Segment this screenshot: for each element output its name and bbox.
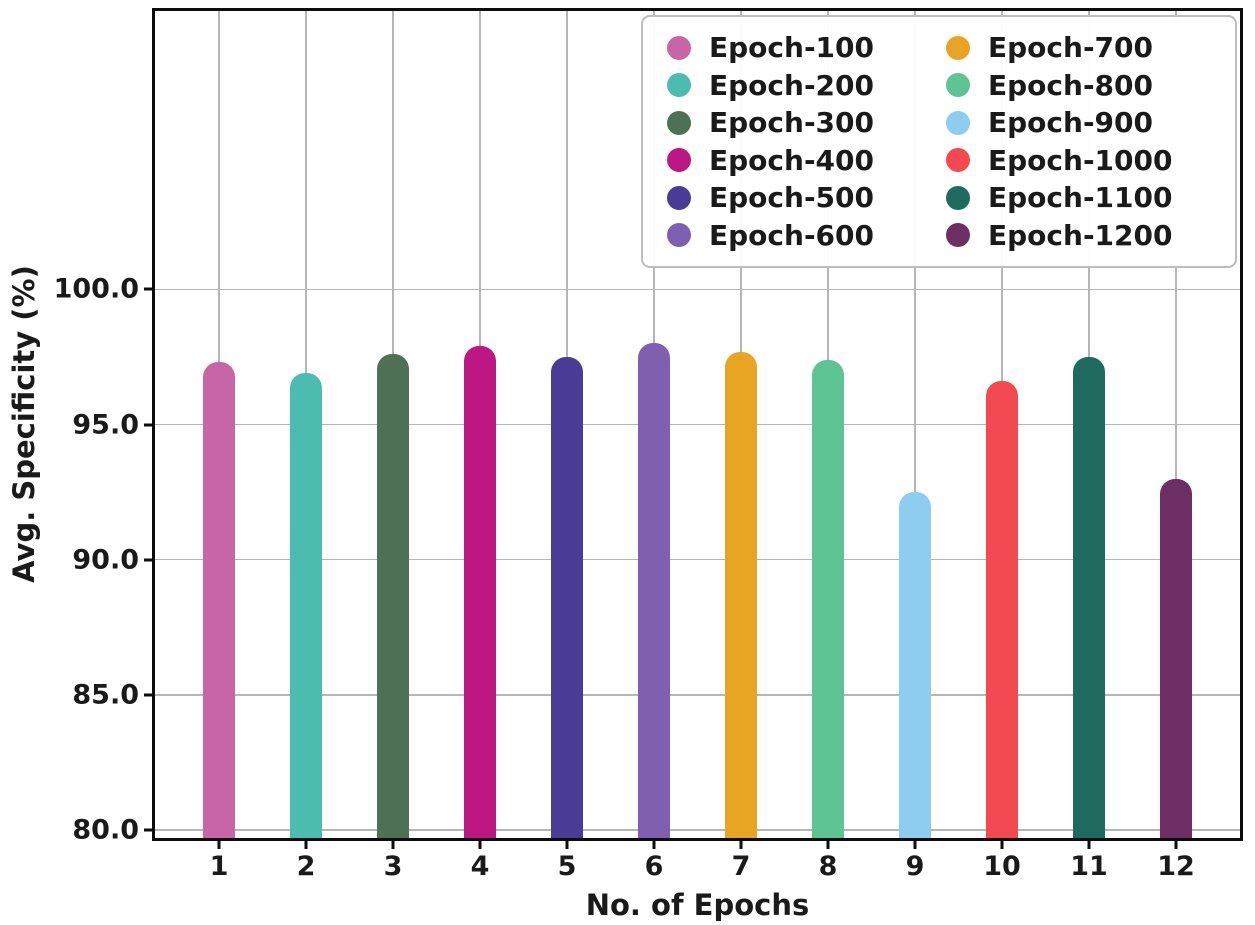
legend-label: Epoch-900 [988, 106, 1154, 140]
legend-label: Epoch-700 [988, 31, 1154, 65]
y-tick-mark [144, 828, 152, 832]
x-tick-label: 8 [818, 851, 838, 882]
legend-label: Epoch-400 [709, 143, 875, 177]
x-tick-label: 4 [470, 851, 490, 882]
y-tick-mark [144, 558, 152, 562]
legend-marker-circle [946, 185, 970, 210]
legend-marker-circle [667, 110, 691, 135]
x-tick-label: 2 [296, 851, 316, 882]
x-tick-label: 5 [557, 851, 577, 882]
y-gridline [155, 829, 1240, 831]
y-tick-label: 90.0 [72, 544, 139, 576]
bar-epoch-1100 [1073, 356, 1105, 838]
y-gridline [155, 423, 1240, 426]
y-tick-label: 95.0 [72, 409, 139, 440]
legend-marker-circle [946, 73, 970, 98]
legend-item: Epoch-400 [667, 144, 946, 177]
legend-item: Epoch-1100 [946, 181, 1225, 214]
legend-label: Epoch-800 [988, 68, 1154, 102]
legend-marker-circle [667, 185, 691, 210]
x-gridline [914, 11, 916, 838]
x-tick-label: 12 [1157, 851, 1195, 882]
x-tick-mark [739, 841, 743, 849]
legend-item: Epoch-300 [667, 106, 946, 139]
y-tick-label: 100.0 [53, 273, 139, 305]
x-tick-mark [304, 841, 308, 849]
legend-label: Epoch-600 [709, 218, 875, 252]
y-tick-mark [144, 693, 152, 697]
x-gridline [1175, 11, 1177, 838]
legend-marker-circle [946, 35, 970, 60]
bar-epoch-700 [725, 351, 757, 838]
legend-item: Epoch-600 [667, 219, 946, 252]
plot-area: 80.0 85.0 90.0 95.0 100.0 1 2 3 4 5 6 7 8 9 10 11 12 Epoc… [54, 8, 1243, 882]
legend-item: Epoch-200 [667, 69, 946, 102]
bar-epoch-500 [551, 356, 583, 838]
y-tick-label: 85.0 [72, 679, 139, 711]
legend-label: Epoch-1200 [988, 218, 1173, 252]
legend-item: Epoch-800 [946, 69, 1225, 102]
legend-item: Epoch-1200 [946, 219, 1225, 252]
legend-label: Epoch-200 [709, 68, 875, 102]
y-gridline [155, 558, 1240, 561]
x-axis-label: No. of Epochs [585, 888, 810, 922]
bar-epoch-900 [899, 492, 931, 838]
x-tick-label: 6 [644, 851, 664, 882]
legend-item: Epoch-500 [667, 181, 946, 214]
bar-epoch-200 [290, 373, 322, 838]
legend-marker-circle [946, 110, 970, 135]
legend-item: Epoch-900 [946, 106, 1225, 139]
legend-label: Epoch-100 [709, 31, 875, 65]
x-tick-mark [478, 841, 482, 849]
bar-epoch-800 [812, 359, 844, 838]
legend-marker-circle [667, 35, 691, 60]
bar-epoch-100 [203, 362, 235, 838]
x-tick-mark [1174, 841, 1178, 849]
y-axis-label: Avg. Specificity (%) [7, 265, 41, 583]
x-tick-mark [826, 841, 830, 849]
y-tick-mark [144, 287, 152, 291]
legend-item: Epoch-100 [667, 31, 946, 64]
bar-epoch-400 [464, 346, 496, 838]
x-tick-mark [391, 841, 395, 849]
legend-label: Epoch-1100 [988, 181, 1173, 215]
bar-epoch-300 [377, 354, 409, 838]
bar-epoch-600 [638, 343, 670, 838]
x-tick-mark [565, 841, 569, 849]
x-tick-label: 1 [209, 851, 229, 882]
legend-label: Epoch-1000 [988, 143, 1173, 177]
x-tick-label: 9 [905, 851, 925, 882]
legend-marker-circle [667, 148, 691, 173]
legend-label: Epoch-500 [709, 181, 875, 215]
x-tick-label: 11 [1070, 851, 1108, 882]
x-tick-label: 10 [983, 851, 1021, 882]
x-tick-mark [217, 841, 221, 849]
x-tick-mark [1000, 841, 1004, 849]
y-gridline [155, 288, 1240, 291]
legend-item: Epoch-700 [946, 31, 1225, 64]
x-tick-mark [1087, 841, 1091, 849]
y-tick-mark [144, 423, 152, 426]
legend-marker-circle [946, 223, 970, 248]
y-tick-label: 80.0 [72, 814, 139, 846]
bar-epoch-1000 [986, 381, 1018, 838]
bar-epoch-1200 [1160, 478, 1192, 838]
x-tick-label: 3 [383, 851, 403, 882]
legend-item: Epoch-1000 [946, 144, 1225, 177]
x-tick-label: 7 [731, 851, 751, 882]
x-tick-mark [913, 841, 917, 849]
legend-label: Epoch-300 [709, 106, 875, 140]
legend-marker-circle [667, 73, 691, 98]
legend: Epoch-100 Epoch-200 Epoch-300 Epoch-400 Epoc… [641, 15, 1237, 268]
legend-marker-circle [946, 148, 970, 173]
x-tick-mark [652, 841, 656, 849]
legend-marker-circle [667, 223, 691, 248]
y-gridline [155, 694, 1240, 696]
